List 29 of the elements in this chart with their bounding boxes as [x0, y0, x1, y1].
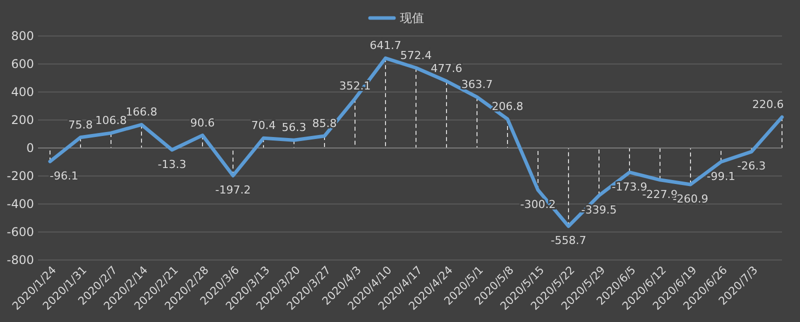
y-tick-label: -400	[6, 197, 34, 212]
data-label: -173.9	[612, 180, 648, 194]
y-tick-label: 400	[11, 85, 34, 100]
data-label: 56.3	[282, 121, 306, 134]
data-label: 220.6	[752, 98, 784, 112]
y-tick-label: -200	[6, 169, 34, 184]
data-label: 477.6	[430, 62, 462, 76]
data-label: 90.6	[190, 116, 215, 130]
data-label: -558.7	[550, 234, 586, 248]
y-tick-label: 200	[11, 113, 34, 128]
data-label: -13.3	[158, 158, 186, 171]
data-label: 166.8	[126, 106, 158, 119]
data-label: 572.4	[400, 48, 432, 62]
data-label: 75.8	[68, 118, 93, 132]
data-label: 106.8	[95, 114, 127, 128]
y-tick-label: 0	[26, 141, 34, 156]
data-label: -197.2	[215, 184, 251, 197]
data-label: -96.1	[50, 169, 78, 182]
legend-label: 现值	[400, 11, 424, 26]
data-label: -26.3	[737, 160, 766, 173]
y-tick-label: 800	[11, 29, 34, 44]
data-label: 70.4	[251, 119, 276, 132]
data-label: 363.7	[461, 78, 493, 92]
data-label: -99.1	[706, 170, 736, 183]
y-tick-label: -800	[6, 253, 34, 268]
data-label: 206.8	[492, 100, 524, 114]
y-tick-label: 600	[11, 57, 34, 72]
y-tick-label: -600	[6, 225, 34, 240]
data-label: 641.7	[370, 39, 402, 52]
